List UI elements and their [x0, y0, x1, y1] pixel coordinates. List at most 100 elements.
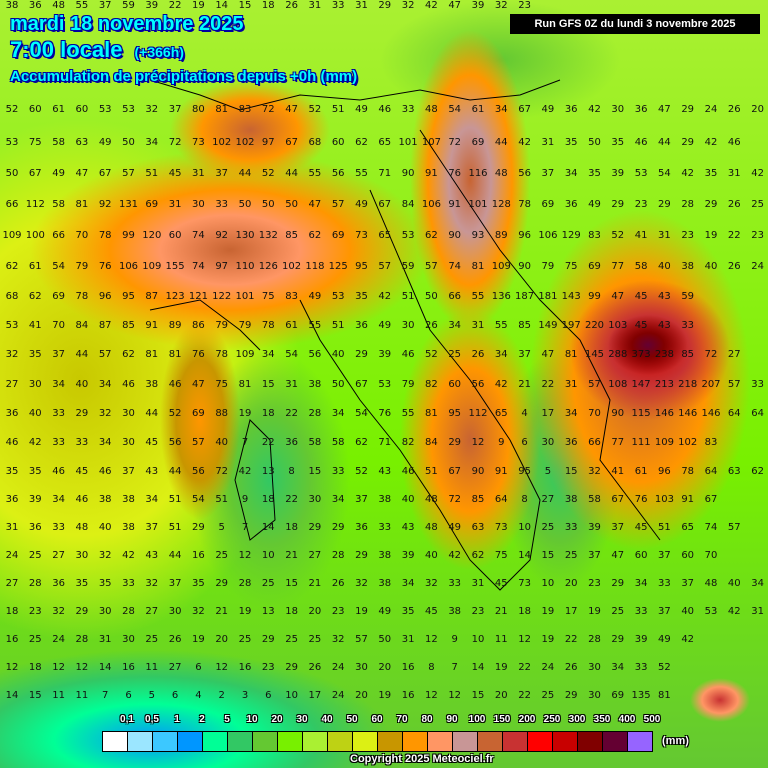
grid-value: 101	[235, 291, 255, 302]
grid-value: 33	[401, 104, 415, 115]
grid-value: 10	[518, 522, 531, 533]
grid-value: 27	[145, 606, 159, 617]
grid-value: 24	[331, 690, 345, 701]
grid-value: 75	[564, 261, 578, 272]
grid-value: 56	[471, 379, 485, 390]
grid-value: 73	[494, 522, 508, 533]
grid-value: 45	[425, 606, 438, 617]
grid-value: 28	[28, 578, 42, 589]
legend-swatch	[178, 732, 203, 751]
grid-value: 15	[541, 550, 555, 561]
grid-value: 12	[215, 662, 229, 673]
grid-value: 12	[425, 634, 438, 645]
grid-value: 64	[494, 494, 508, 505]
grid-value: 52	[261, 168, 275, 179]
grid-value: 64	[751, 408, 764, 419]
grid-value: 40	[704, 261, 718, 272]
grid-value: 29	[611, 199, 625, 210]
grid-value: 32	[145, 578, 159, 589]
grid-value: 32	[98, 550, 112, 561]
grid-value: 72	[448, 494, 462, 505]
grid-value: 20	[751, 104, 764, 115]
grid-value: 25	[308, 634, 322, 645]
grid-value: 47	[192, 379, 205, 390]
grid-value: 81	[168, 349, 182, 360]
grid-value: 47	[285, 104, 298, 115]
grid-value: 19	[192, 0, 205, 11]
grid-value: 6	[195, 662, 202, 673]
grid-value: 55	[355, 168, 368, 179]
legend-swatch	[303, 732, 328, 751]
grid-value: 49	[378, 320, 392, 331]
grid-value: 91	[681, 494, 695, 505]
grid-value: 238	[654, 349, 674, 360]
grid-value: 29	[261, 634, 275, 645]
grid-value: 42	[238, 466, 252, 477]
grid-value: 95	[518, 466, 531, 477]
grid-value: 51	[331, 320, 345, 331]
grid-value: 90	[611, 408, 625, 419]
grid-value: 34	[564, 168, 578, 179]
grid-value: 44	[168, 550, 182, 561]
grid-value: 36	[285, 437, 298, 448]
grid-value: 40	[28, 408, 42, 419]
grid-value: 33	[331, 0, 345, 11]
grid-value: 28	[238, 578, 252, 589]
grid-value: 38	[98, 494, 112, 505]
grid-value: 36	[28, 0, 42, 11]
grid-value: 49	[588, 199, 601, 210]
grid-value: 35	[401, 606, 415, 617]
grid-value: 26	[425, 320, 438, 331]
grid-value: 6	[521, 437, 528, 448]
grid-value: 30	[122, 408, 135, 419]
grid-value: 34	[448, 320, 462, 331]
grid-value: 27	[168, 662, 182, 673]
grid-value: 29	[355, 550, 368, 561]
grid-value: 26	[471, 349, 485, 360]
legend-swatch	[553, 732, 578, 751]
grid-value: 30	[122, 634, 135, 645]
grid-value: 30	[28, 379, 42, 390]
grid-value: 73	[192, 137, 205, 148]
grid-value: 43	[658, 320, 671, 331]
grid-value: 146	[701, 408, 721, 419]
grid-value: 95	[122, 291, 135, 302]
grid-value: 50	[588, 137, 601, 148]
grid-value: 90	[518, 261, 531, 272]
grid-value: 44	[658, 137, 671, 148]
grid-value: 69	[541, 199, 555, 210]
grid-value: 54	[192, 494, 205, 505]
grid-value: 87	[98, 320, 112, 331]
grid-value: 90	[448, 230, 462, 241]
grid-value: 81	[145, 349, 159, 360]
grid-value: 78	[261, 320, 275, 331]
grid-value: 109	[2, 230, 22, 241]
grid-value: 68	[5, 291, 19, 302]
grid-value: 39	[611, 168, 625, 179]
grid-value: 57	[727, 379, 741, 390]
grid-value: 70	[75, 230, 89, 241]
grid-value: 67	[28, 168, 42, 179]
grid-value: 146	[654, 408, 674, 419]
grid-value: 68	[308, 137, 322, 148]
grid-value: 72	[261, 104, 275, 115]
grid-value: 35	[98, 578, 112, 589]
grid-value: 53	[331, 291, 345, 302]
grid-value: 8	[521, 494, 528, 505]
grid-value: 85	[471, 494, 485, 505]
grid-value: 16	[192, 550, 205, 561]
grid-value: 23	[518, 0, 531, 11]
grid-value: 146	[678, 408, 698, 419]
grid-value: 15	[238, 0, 252, 11]
grid-value: 48	[494, 168, 508, 179]
grid-value: 23	[751, 230, 764, 241]
grid-value: 47	[541, 349, 555, 360]
grid-value: 90	[471, 466, 485, 477]
grid-value: 55	[471, 291, 485, 302]
grid-value: 25	[564, 550, 578, 561]
grid-value: 64	[704, 466, 718, 477]
grid-value: 21	[308, 578, 322, 589]
legend-swatch	[428, 732, 453, 751]
grid-value: 49	[448, 522, 462, 533]
grid-value: 38	[448, 606, 462, 617]
